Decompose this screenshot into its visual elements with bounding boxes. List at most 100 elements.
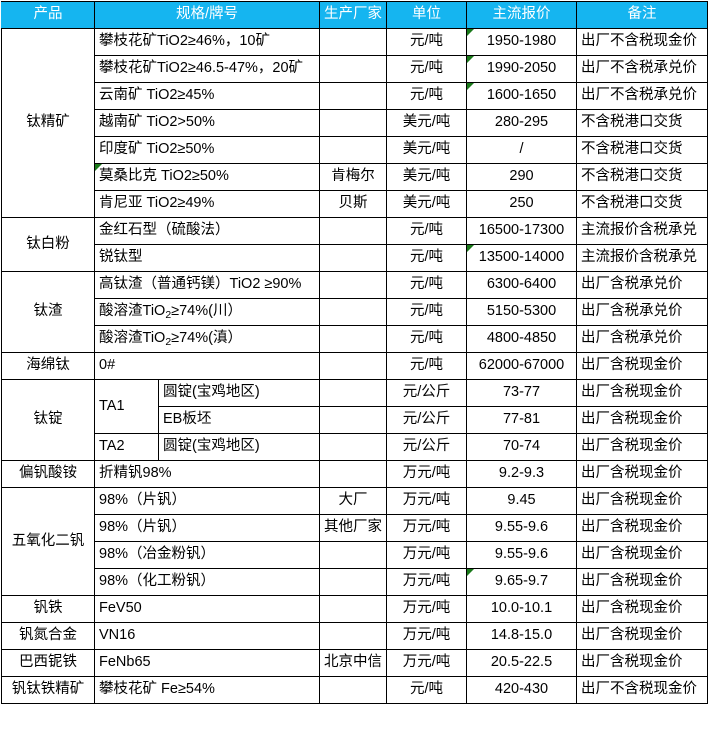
comment-marker-icon xyxy=(467,569,474,576)
spec-cell: VN16 xyxy=(94,622,320,650)
unit-cell: 元/吨 xyxy=(386,82,467,110)
spec-cell: 攀枝花矿TiO2≥46%，10矿 xyxy=(94,28,320,56)
price-cell: 250 xyxy=(466,190,577,218)
manufacturer-cell xyxy=(319,217,387,245)
table-header: 产品 规格/牌号 生产厂家 单位 主流报价 备注 xyxy=(1,1,708,29)
spec-cell: 98%（冶金粉钒） xyxy=(94,541,320,569)
note-cell: 不含税港口交货 xyxy=(576,109,708,137)
product-name-cell: 海绵钛 xyxy=(1,352,95,380)
spec-cell: FeNb65 xyxy=(94,649,320,677)
manufacturer-cell: 北京中信 xyxy=(319,649,387,677)
table-row: 五氧化二钒 98%（片钒） 大厂 万元/吨 9.45 出厂含税现金价 xyxy=(1,487,708,596)
note-cell: 出厂不含税承兑价 xyxy=(576,82,708,110)
column-header-price: 主流报价 xyxy=(466,1,577,29)
price-cell: 1990-2050 xyxy=(466,55,577,83)
price-quotation-table: 产品 规格/牌号 生产厂家 单位 主流报价 备注 钛精矿 攀枝花矿TiO2≥46%… xyxy=(1,1,708,704)
manufacturer-cell: 大厂 xyxy=(319,487,387,515)
unit-cell: 美元/吨 xyxy=(386,136,467,164)
manufacturer-cell xyxy=(319,622,387,650)
note-cell: 不含税港口交货 xyxy=(576,163,708,191)
manufacturer-cell xyxy=(319,55,387,83)
note-cell: 不含税港口交货 xyxy=(576,136,708,164)
price-cell: 4800-4850 xyxy=(466,325,577,353)
unit-cell: 元/公斤 xyxy=(386,406,467,434)
spec-cell: 98%（片钒） xyxy=(94,514,320,542)
table-body: 钛精矿 攀枝花矿TiO2≥46%，10矿 元/吨 1950-1980 出厂不含税现金价攀… xyxy=(1,28,708,704)
note-cell: 出厂含税现金价 xyxy=(576,514,708,542)
spec-cell: 折精钒98% xyxy=(94,460,320,488)
price-cell: 10.0-10.1 xyxy=(466,595,577,623)
price-cell: 1950-1980 xyxy=(466,28,577,56)
unit-cell: 万元/吨 xyxy=(386,649,467,677)
spec-cell: 0# xyxy=(94,352,320,380)
manufacturer-cell xyxy=(319,28,387,56)
unit-cell: 元/吨 xyxy=(386,244,467,272)
product-name-cell: 钒铁 xyxy=(1,595,95,623)
manufacturer-cell xyxy=(319,460,387,488)
price-cell: 1600-1650 xyxy=(466,82,577,110)
column-header-maker: 生产厂家 xyxy=(319,1,387,29)
note-cell: 出厂含税现金价 xyxy=(576,406,708,434)
unit-cell: 元/公斤 xyxy=(386,379,467,407)
product-name-cell: 钛精矿 xyxy=(1,28,95,218)
manufacturer-cell xyxy=(319,379,387,407)
spec-cell: FeV50 xyxy=(94,595,320,623)
note-cell: 出厂含税现金价 xyxy=(576,541,708,569)
table-row: 锐钛型 元/吨 13500-14000 主流报价含税承兑 xyxy=(2,244,708,272)
product-name-cell: 钛白粉 xyxy=(1,217,95,272)
product-name-cell: 五氧化二钒 xyxy=(1,487,95,596)
table-row: 海绵钛 0# 元/吨 62000-67000 出厂含税现金价 xyxy=(1,352,708,380)
price-cell: 77-81 xyxy=(466,406,577,434)
spec-cell: 金红石型（硫酸法） xyxy=(94,217,320,245)
note-cell: 出厂含税现金价 xyxy=(576,622,708,650)
price-cell: 20.5-22.5 xyxy=(466,649,577,677)
note-cell: 出厂含税现金价 xyxy=(576,649,708,677)
manufacturer-cell xyxy=(319,244,387,272)
product-name-cell: 钒钛铁精矿 xyxy=(1,676,95,704)
note-cell: 出厂含税现金价 xyxy=(576,460,708,488)
manufacturer-cell: 贝斯 xyxy=(319,190,387,218)
price-cell: 73-77 xyxy=(466,379,577,407)
unit-cell: 万元/吨 xyxy=(386,595,467,623)
product-name-cell: 偏钒酸铵 xyxy=(1,460,95,488)
table-row: 偏钒酸铵 折精钒98% 万元/吨 9.2-9.3 出厂含税现金价 xyxy=(1,460,708,488)
note-cell: 出厂含税现金价 xyxy=(576,595,708,623)
spec-cell: 98%（片钒） xyxy=(94,487,320,515)
unit-cell: 美元/吨 xyxy=(386,163,467,191)
product-name-cell: 钒氮合金 xyxy=(1,622,95,650)
spec-cell: 印度矿 TiO2≥50% xyxy=(94,136,320,164)
spec-cell: 高钛渣（普通钙镁）TiO2 ≥90% xyxy=(94,271,320,299)
price-cell: 6300-6400 xyxy=(466,271,577,299)
price-cell: 70-74 xyxy=(466,433,577,461)
price-cell: 420-430 xyxy=(466,676,577,704)
price-cell: 9.55-9.6 xyxy=(466,541,577,569)
table-row: 钒钛铁精矿 攀枝花矿 Fe≥54% 元/吨 420-430 出厂不含税现金价 xyxy=(1,676,708,704)
manufacturer-cell xyxy=(319,109,387,137)
manufacturer-cell xyxy=(319,595,387,623)
price-cell: 9.65-9.7 xyxy=(466,568,577,596)
table-row: 印度矿 TiO2≥50% 美元/吨 / 不含税港口交货 xyxy=(2,136,708,164)
spec-cell: 锐钛型 xyxy=(94,244,320,272)
note-cell: 不含税港口交货 xyxy=(576,190,708,218)
spec-cell: 肯尼亚 TiO2≥49% xyxy=(94,190,320,218)
price-cell: 9.55-9.6 xyxy=(466,514,577,542)
price-cell: 14.8-15.0 xyxy=(466,622,577,650)
unit-cell: 美元/吨 xyxy=(386,190,467,218)
unit-cell: 元/公斤 xyxy=(386,433,467,461)
unit-cell: 万元/吨 xyxy=(386,541,467,569)
spec-cell: 圆锭(宝鸡地区) xyxy=(158,379,320,407)
unit-cell: 万元/吨 xyxy=(386,460,467,488)
grade-cell: TA1 xyxy=(94,379,159,434)
product-name-cell: 钛锭 xyxy=(1,379,95,461)
price-cell: 16500-17300 xyxy=(466,217,577,245)
unit-cell: 万元/吨 xyxy=(386,514,467,542)
grade-cell: TA2 xyxy=(94,433,159,461)
table-row: 钛白粉 金红石型（硫酸法） 元/吨 16500-17300 主流报价含税承兑 xyxy=(1,217,708,272)
unit-cell: 美元/吨 xyxy=(386,109,467,137)
column-header-product: 产品 xyxy=(1,1,95,29)
column-header-spec: 规格/牌号 xyxy=(94,1,320,29)
table-row: 98%（冶金粉钒） 万元/吨 9.55-9.6 出厂含税现金价 xyxy=(2,541,708,569)
comment-marker-icon xyxy=(467,245,474,252)
price-cell: 280-295 xyxy=(466,109,577,137)
